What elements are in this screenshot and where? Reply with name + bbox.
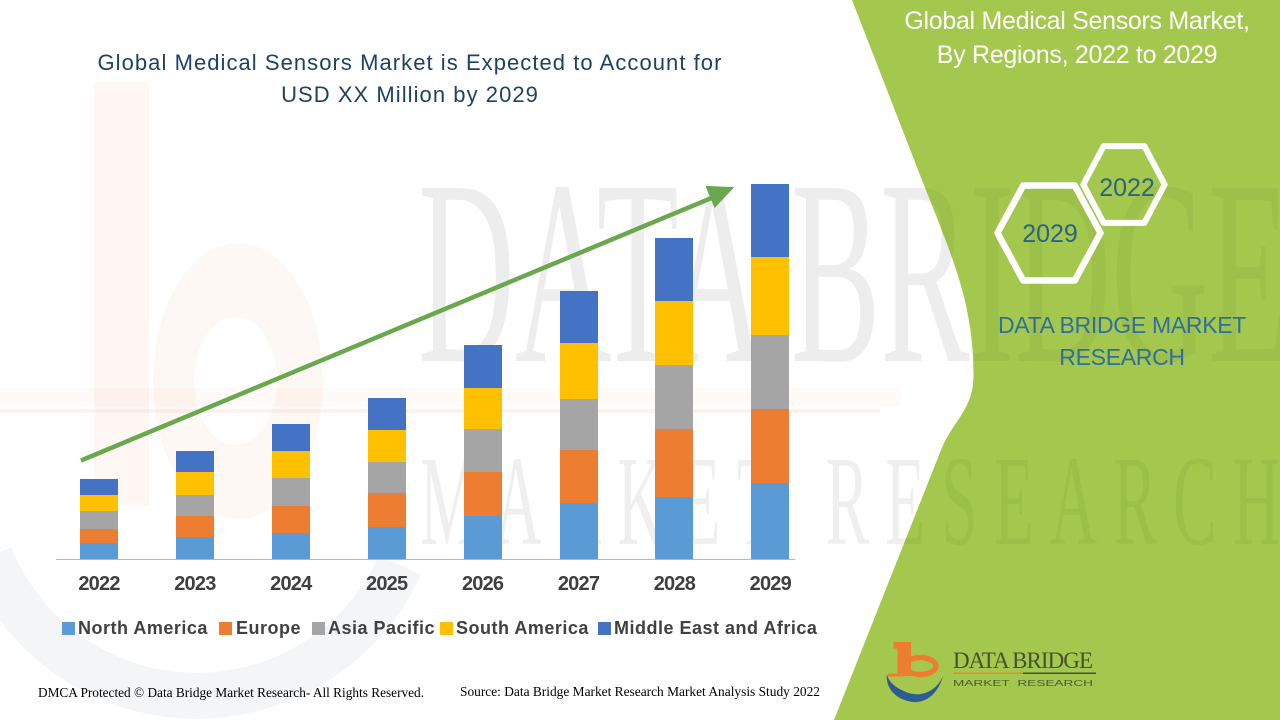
svg-text:DATA BRIDGE: DATA BRIDGE <box>953 648 1093 673</box>
svg-text:DATA BRIDGE: DATA BRIDGE <box>418 127 1280 419</box>
svg-text:MARKET RESEARCH: MARKET RESEARCH <box>953 679 1093 688</box>
svg-text:M A R K E T R E S E A R C H: M A R K E T R E S E A R C H <box>420 430 1280 572</box>
